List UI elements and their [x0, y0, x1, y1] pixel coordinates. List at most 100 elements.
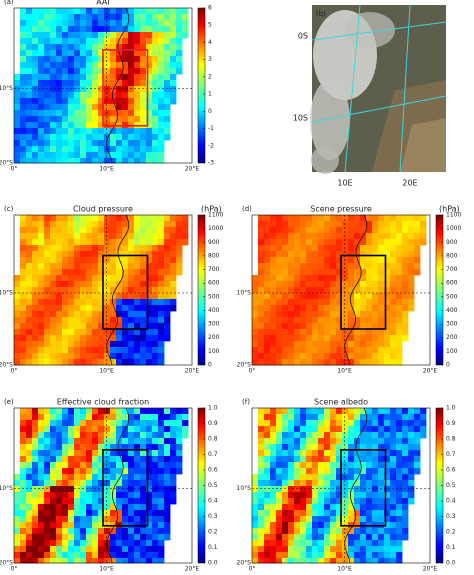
map-cell [56, 528, 63, 535]
map-cell [306, 257, 313, 264]
map-cell [14, 510, 21, 517]
map-cell [128, 335, 135, 342]
map-cell [384, 311, 391, 318]
map-cell [258, 233, 265, 240]
map-cell [56, 432, 63, 439]
map-cell [306, 353, 313, 360]
map-cell [354, 227, 361, 234]
map-cell [336, 323, 343, 330]
map-cell [378, 444, 385, 451]
map-cell [158, 50, 165, 57]
map-cell [62, 480, 69, 487]
map-cell [44, 26, 51, 33]
colorbar-tick-label: 0.9 [208, 420, 218, 427]
map-cell [146, 146, 153, 153]
map-cell [26, 44, 33, 51]
map-cell [32, 462, 39, 469]
map-cell [396, 450, 403, 457]
map-cell [104, 8, 111, 15]
map-cell [104, 38, 111, 45]
map-cell [128, 269, 135, 276]
map-cell [342, 269, 349, 276]
map-cell [38, 158, 45, 164]
map-cell [294, 317, 301, 324]
map-cell [300, 299, 307, 306]
map-cell [128, 552, 135, 559]
map-cell [80, 269, 87, 276]
map-cell [110, 56, 117, 63]
map-cell [164, 516, 171, 523]
map-cell [354, 263, 361, 270]
map-cell [62, 50, 69, 57]
map-cell [14, 534, 21, 541]
map-cell [318, 299, 325, 306]
map-cell [336, 263, 343, 270]
colorbar-tick-label: 100 [446, 348, 458, 355]
map-cell [294, 450, 301, 457]
map-cell [152, 450, 159, 457]
map-cell [312, 510, 319, 517]
map-cell [62, 38, 69, 45]
map-cell [342, 516, 349, 523]
map-cell [330, 287, 337, 294]
map-cell [360, 546, 367, 553]
map-cell [44, 311, 51, 318]
map-cell [276, 329, 283, 336]
map-cell [378, 347, 385, 354]
map-cell [68, 408, 75, 415]
map-cell [170, 462, 177, 469]
map-cell [116, 269, 123, 276]
map-cell [68, 56, 75, 63]
map-cell [26, 251, 33, 258]
map-cell [354, 426, 361, 433]
map-cell [14, 140, 21, 147]
map-cell [330, 305, 337, 312]
map-cell [342, 299, 349, 306]
map-cell [288, 516, 295, 523]
map-cell [384, 329, 391, 336]
map-cell [68, 98, 75, 105]
map-cell [372, 251, 379, 258]
map-cell [110, 287, 117, 294]
map-cell [122, 540, 129, 547]
map-cell [270, 498, 277, 505]
map-cell [38, 426, 45, 433]
map-cell [50, 146, 57, 153]
map-cell [140, 359, 147, 366]
map-cell [128, 287, 135, 294]
map-cell [14, 98, 21, 105]
map-cell [390, 504, 397, 511]
map-cell [50, 456, 57, 463]
map-cell [176, 44, 183, 51]
map-cell [318, 432, 325, 439]
map-cell [270, 420, 277, 427]
map-cell [74, 275, 81, 282]
map-cell [164, 215, 171, 222]
map-cell [252, 347, 259, 354]
map-cell [86, 146, 93, 153]
map-cell [98, 317, 105, 324]
map-cell [372, 299, 379, 306]
map-cell [252, 534, 259, 541]
map-cell [122, 414, 129, 421]
map-cell [38, 38, 45, 45]
map-cell [26, 98, 33, 105]
map-cell [44, 504, 51, 511]
map-cell [152, 444, 159, 451]
map-cell [294, 540, 301, 547]
map-cell [128, 68, 135, 75]
map-cell [104, 299, 111, 306]
map-cell [306, 299, 313, 306]
map-cell [74, 44, 81, 51]
map-cell [50, 44, 57, 51]
map-cell [32, 263, 39, 270]
map-cell [282, 486, 289, 493]
map-cell [312, 522, 319, 529]
map-cell [312, 269, 319, 276]
map-cell [14, 353, 21, 360]
map-cell [38, 251, 45, 258]
map-cell [14, 74, 21, 81]
map-cell [152, 504, 159, 511]
map-cell [116, 140, 123, 147]
map-cell [258, 341, 265, 348]
